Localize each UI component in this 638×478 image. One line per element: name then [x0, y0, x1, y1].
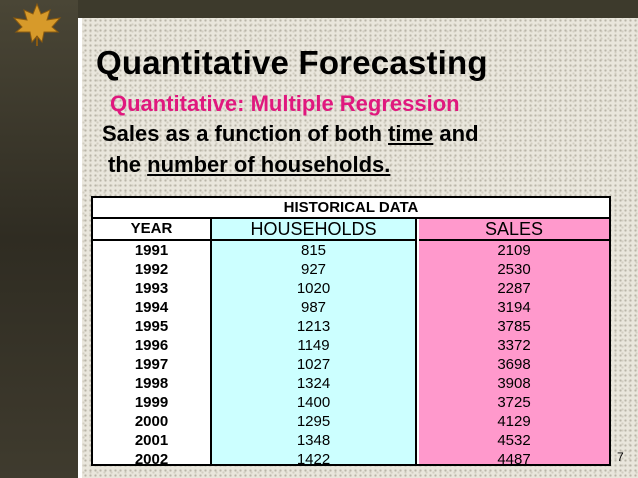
- description-line-2: the number of households.: [108, 152, 390, 178]
- time-link[interactable]: time: [388, 121, 434, 146]
- left-strip: [0, 0, 78, 478]
- households-cells: 815 927 1020 987 1213 1149 1027 1324 1400 1295 134…: [212, 241, 415, 469]
- sales-cell: 4487: [497, 451, 531, 468]
- year-cell: 2002: [134, 451, 169, 468]
- page-number: 7: [617, 450, 624, 464]
- sales-cell: 3908: [497, 375, 531, 392]
- year-cell: 1992: [134, 261, 169, 278]
- line2-prefix: the: [108, 152, 148, 177]
- year-cell: 2000: [134, 413, 169, 430]
- year-cell: 1995: [134, 318, 169, 335]
- sales-cell: 3372: [497, 337, 531, 354]
- households-cell: 1324: [296, 375, 331, 392]
- historical-data-table: HISTORICAL DATA YEAR 1991 1992 1993 1994 199…: [91, 196, 611, 468]
- sales-cell: 2109: [497, 242, 531, 259]
- year-header: YEAR: [93, 219, 210, 241]
- year-cell: 1991: [134, 242, 169, 259]
- households-cell: 1295: [296, 413, 331, 430]
- households-cell: 1348: [296, 432, 331, 449]
- sales-cell: 2287: [497, 280, 531, 297]
- slide-title: Quantitative Forecasting: [96, 44, 488, 81]
- maple-leaf-icon: [12, 2, 62, 46]
- sales-cell: 4129: [497, 413, 531, 430]
- year-cell: 1996: [134, 337, 169, 354]
- sales-cell: 3194: [497, 299, 531, 316]
- slide-edge: [78, 18, 82, 478]
- description-line-1: Sales as a function of both time and: [102, 121, 479, 147]
- households-cell: 1149: [297, 337, 330, 354]
- households-cell: 1400: [296, 394, 331, 411]
- year-cell: 2001: [134, 432, 169, 449]
- sales-cells: 2109 2530 2287 3194 3785 3372 3698 3908 3725 4129…: [419, 241, 609, 469]
- households-header: HOUSEHOLDS: [212, 219, 415, 241]
- sales-cell: 4532: [497, 432, 531, 449]
- households-cell: 815: [300, 242, 327, 259]
- sales-cell: 3785: [497, 318, 531, 335]
- households-cell: 1027: [296, 356, 331, 373]
- sales-header: SALES: [419, 219, 609, 241]
- households-column: HOUSEHOLDS 815 927 1020 987 1213 1149 1027 1324…: [212, 219, 417, 468]
- sales-cell: 3698: [497, 356, 531, 373]
- slide-subtitle: Quantitative: Multiple Regression: [110, 91, 460, 116]
- households-link[interactable]: number of households.: [147, 152, 391, 177]
- households-cell: 1422: [296, 451, 331, 468]
- year-cell: 1998: [134, 375, 169, 392]
- households-cell: 987: [300, 299, 327, 316]
- line1-suffix: and: [433, 121, 479, 146]
- households-cell: 1020: [296, 280, 331, 297]
- year-cell: 1993: [134, 280, 169, 297]
- year-column: YEAR 1991 1992 1993 1994 1995 1996 1997 1998 199…: [93, 219, 212, 468]
- households-cell: 927: [300, 261, 327, 278]
- table-caption: HISTORICAL DATA: [93, 198, 609, 219]
- sales-column: SALES 2109 2530 2287 3194 3785 3372 3698 3908 37…: [419, 219, 609, 468]
- sales-cell: 3725: [497, 394, 531, 411]
- year-cell: 1994: [134, 299, 169, 316]
- line1-prefix: Sales as a function of both: [102, 121, 389, 146]
- sales-cell: 2530: [497, 261, 531, 278]
- year-cells: 1991 1992 1993 1994 1995 1996 1997 1998 1999 2000…: [93, 241, 210, 469]
- year-cell: 1999: [134, 394, 169, 411]
- year-cell: 1997: [134, 356, 169, 373]
- households-cell: 1213: [296, 318, 331, 335]
